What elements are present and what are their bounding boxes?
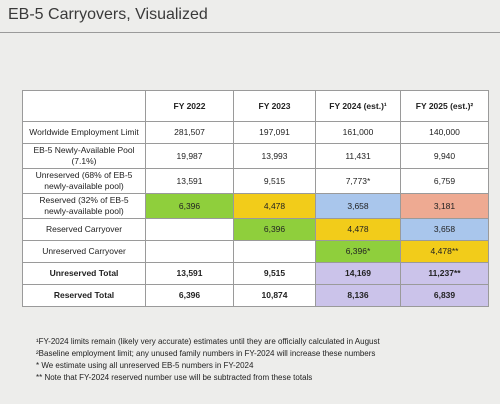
table-row: Unreserved Carryover 6,396* 4,478** bbox=[22, 240, 489, 263]
footnote: ¹FY-2024 limits remain (likely very accu… bbox=[36, 337, 380, 346]
cell: 281,507 bbox=[145, 121, 234, 144]
table-row: Unreserved Total 13,591 9,515 14,169 11,237*… bbox=[22, 262, 489, 285]
cell bbox=[145, 240, 234, 263]
cell: 9,515 bbox=[233, 262, 316, 285]
column-header: FY 2023 bbox=[233, 90, 316, 122]
row-label: Reserved Total bbox=[22, 284, 146, 307]
cell: 6,396 bbox=[145, 193, 234, 219]
table-row: Unreserved (68% of EB-5 newly-available … bbox=[22, 168, 489, 194]
row-label: Reserved (32% of EB-5 newly-available po… bbox=[22, 193, 146, 219]
cell: 9,940 bbox=[400, 143, 489, 169]
cell: 11,431 bbox=[315, 143, 401, 169]
footnotes: ¹FY-2024 limits remain (likely very accu… bbox=[36, 336, 380, 384]
cell: 13,993 bbox=[233, 143, 316, 169]
table-row: Reserved (32% of EB-5 newly-available po… bbox=[22, 193, 489, 219]
title: EB-5 Carryovers, Visualized bbox=[8, 6, 208, 23]
cell: 140,000 bbox=[400, 121, 489, 144]
cell: 7,773* bbox=[315, 168, 401, 194]
cell bbox=[233, 240, 316, 263]
data-table: FY 2022 FY 2023 FY 2024 (est.)¹ FY 2025 (es… bbox=[22, 90, 489, 307]
cell bbox=[145, 218, 234, 241]
cell: 6,759 bbox=[400, 168, 489, 194]
column-header: FY 2025 (est.)² bbox=[400, 90, 489, 122]
cell: 10,874 bbox=[233, 284, 316, 307]
table-row: EB-5 Newly-Available Pool (7.1%) 19,987 13… bbox=[22, 143, 489, 169]
cell: 6,396* bbox=[315, 240, 401, 263]
table-row: Worldwide Employment Limit 281,507 197,091… bbox=[22, 121, 489, 144]
column-header bbox=[22, 90, 146, 122]
row-label: Unreserved (68% of EB-5 newly-available … bbox=[22, 168, 146, 194]
cell: 13,591 bbox=[145, 168, 234, 194]
cell: 14,169 bbox=[315, 262, 401, 285]
cell: 6,396 bbox=[233, 218, 316, 241]
footnote: * We estimate using all unreserved EB-5 … bbox=[36, 361, 254, 370]
row-label: Unreserved Carryover bbox=[22, 240, 146, 263]
row-label: EB-5 Newly-Available Pool (7.1%) bbox=[22, 143, 146, 169]
table-row: Reserved Carryover 6,396 4,478 3,658 bbox=[22, 218, 489, 241]
cell: 3,658 bbox=[315, 193, 401, 219]
cell: 3,181 bbox=[400, 193, 489, 219]
row-label: Reserved Carryover bbox=[22, 218, 146, 241]
cell: 6,839 bbox=[400, 284, 489, 307]
cell: 8,136 bbox=[315, 284, 401, 307]
cell: 161,000 bbox=[315, 121, 401, 144]
footnote: ²Baseline employment limit; any unused f… bbox=[36, 349, 376, 358]
cell: 6,396 bbox=[145, 284, 234, 307]
cell: 4,478** bbox=[400, 240, 489, 263]
cell: 4,478 bbox=[233, 193, 316, 219]
cell: 19,987 bbox=[145, 143, 234, 169]
row-label: Worldwide Employment Limit bbox=[22, 121, 146, 144]
row-label: Unreserved Total bbox=[22, 262, 146, 285]
title-rule bbox=[0, 32, 500, 33]
cell: 9,515 bbox=[233, 168, 316, 194]
cell: 13,591 bbox=[145, 262, 234, 285]
column-header: FY 2022 bbox=[145, 90, 234, 122]
cell: 4,478 bbox=[315, 218, 401, 241]
footnote: ** Note that FY-2024 reserved number use… bbox=[36, 373, 313, 382]
column-header: FY 2024 (est.)¹ bbox=[315, 90, 401, 122]
cell: 3,658 bbox=[400, 218, 489, 241]
header-row: FY 2022 FY 2023 FY 2024 (est.)¹ FY 2025 (es… bbox=[22, 90, 489, 122]
cell: 11,237** bbox=[400, 262, 489, 285]
cell: 197,091 bbox=[233, 121, 316, 144]
table-row: Reserved Total 6,396 10,874 8,136 6,839 bbox=[22, 284, 489, 307]
